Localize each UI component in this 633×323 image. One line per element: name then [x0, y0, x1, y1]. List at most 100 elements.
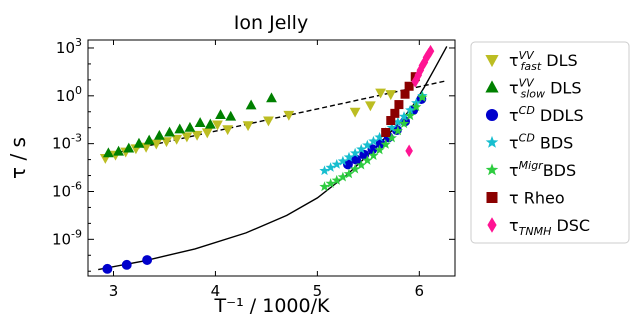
y-axis-label: τ / s	[6, 137, 30, 179]
x-tick-label: 3	[109, 282, 119, 300]
data-point	[367, 144, 378, 155]
data-point	[386, 122, 397, 133]
data-point	[386, 132, 397, 143]
data-point	[405, 110, 416, 121]
data-point	[343, 151, 355, 162]
data-point	[184, 121, 196, 132]
data-point	[181, 132, 193, 143]
data-point	[121, 259, 132, 270]
series-4	[319, 92, 428, 192]
data-point	[386, 116, 396, 126]
data-point	[368, 150, 379, 160]
legend: τVV fast DLS τVV slow DLS τCD DDLS τCD BDS τMi…	[470, 41, 630, 244]
data-point	[266, 92, 277, 103]
y-axis-ticks: 103 100 10-3 10-6 10-9	[52, 36, 455, 272]
legend-marker	[485, 108, 499, 122]
data-point	[150, 139, 162, 150]
data-point	[140, 142, 152, 153]
data-point	[422, 51, 431, 64]
data-point	[426, 44, 435, 58]
legend-entry: τTNMH DSC	[509, 216, 590, 238]
data-point	[351, 154, 362, 165]
data-point	[204, 118, 216, 129]
data-point	[381, 127, 391, 137]
data-point	[201, 128, 213, 139]
legend-entry: τCD DDLS	[509, 104, 584, 125]
data-point	[133, 137, 145, 148]
data-point	[392, 116, 403, 127]
data-point	[375, 138, 386, 149]
data-point	[325, 162, 336, 172]
data-point	[414, 68, 423, 82]
data-markers	[99, 44, 435, 274]
data-point	[411, 101, 422, 112]
data-point	[191, 130, 203, 141]
legend-entry: τMigrBDS	[509, 159, 576, 180]
data-point	[331, 159, 342, 169]
y-tick-label: 10-9	[52, 227, 82, 248]
chart-title: Ion Jelly	[234, 12, 308, 34]
data-point	[113, 145, 124, 156]
data-point	[337, 171, 348, 182]
data-point	[417, 92, 428, 102]
data-point	[349, 107, 361, 118]
data-point	[424, 48, 433, 61]
data-point	[368, 135, 379, 146]
data-point	[212, 120, 223, 131]
data-point	[374, 131, 385, 142]
data-point	[390, 108, 400, 118]
data-point	[392, 125, 403, 136]
y-tick-label: 10-3	[52, 132, 82, 153]
data-point	[143, 134, 155, 145]
legend-marker	[485, 80, 499, 93]
data-point	[398, 111, 410, 121]
data-point	[400, 89, 410, 99]
legend-marker	[485, 135, 499, 148]
data-point	[142, 255, 153, 266]
data-point	[405, 144, 413, 158]
legend-entry: τVV fast DLS	[509, 49, 578, 73]
legend-entry: τCD BDS	[509, 132, 573, 153]
data-point	[362, 139, 373, 150]
legend-marker	[485, 55, 499, 68]
data-point	[225, 110, 237, 121]
legend-marker	[487, 217, 497, 233]
data-point	[245, 99, 257, 110]
data-point	[356, 159, 367, 170]
legend-marker	[486, 192, 498, 203]
data-point	[356, 143, 367, 154]
legend-marker	[485, 163, 499, 176]
data-point	[405, 104, 416, 115]
data-point	[174, 123, 186, 134]
data-point	[380, 139, 391, 149]
data-point	[364, 101, 376, 112]
data-point	[343, 159, 353, 170]
data-point	[337, 155, 348, 166]
data-point	[385, 90, 397, 101]
plot-area	[87, 39, 456, 277]
data-point	[394, 100, 404, 110]
y-tick-label: 10-6	[52, 179, 82, 200]
data-point	[123, 142, 135, 153]
series-6	[405, 44, 435, 158]
series-1	[102, 92, 277, 158]
data-point	[404, 81, 414, 91]
data-point	[242, 121, 254, 132]
x-axis-ticks: 3 4 5 6	[109, 40, 424, 300]
legend-entry: τVV slow DLS	[509, 77, 582, 101]
data-point	[153, 129, 165, 140]
data-point	[374, 144, 385, 155]
data-point	[171, 134, 183, 145]
data-point	[325, 178, 336, 188]
data-point	[222, 125, 234, 136]
data-point	[343, 168, 355, 179]
data-point	[164, 126, 175, 137]
data-point	[362, 155, 373, 165]
data-point	[350, 163, 361, 174]
data-point	[331, 174, 342, 185]
x-axis-label: T⁻¹ / 1000/K	[214, 295, 330, 317]
data-point	[319, 165, 330, 176]
y-tick-label: 103	[56, 36, 82, 57]
data-point	[102, 263, 113, 274]
